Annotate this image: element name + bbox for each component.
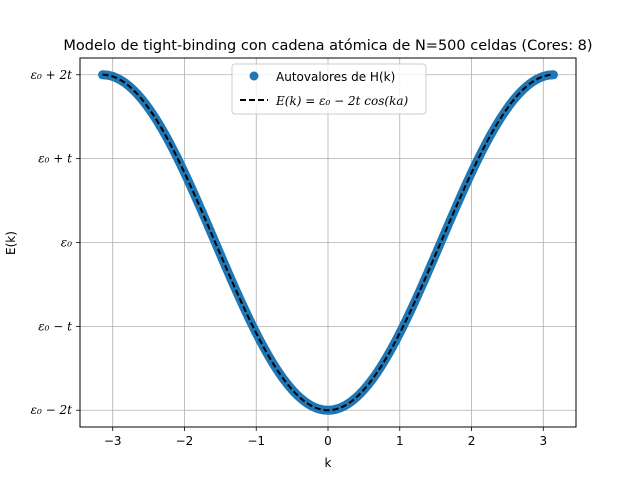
plot-series (98, 70, 558, 415)
legend-label-eigenvalues: Autovalores de H(k) (276, 70, 395, 84)
y-tick-label: ε₀ + 2t (31, 68, 73, 82)
data-point (548, 70, 558, 80)
x-tick-label: 0 (324, 434, 332, 448)
x-tick-label: −3 (104, 434, 122, 448)
y-axis-ticks: ε₀ − 2t ε₀ − t ε₀ ε₀ + t ε₀ + 2t (31, 68, 80, 417)
legend-box (231, 63, 427, 115)
x-axis-label: k (325, 456, 332, 470)
x-tick-label: 1 (396, 434, 404, 448)
y-tick-label: ε₀ (61, 236, 72, 250)
y-axis-label: E(k) (4, 231, 18, 255)
y-tick-label: ε₀ + t (38, 152, 72, 166)
y-tick-label: ε₀ − 2t (31, 403, 73, 417)
x-axis-ticks: −3 −2 −1 0 1 2 3 (104, 427, 547, 448)
x-tick-label: 2 (468, 434, 476, 448)
dispersion-line (102, 73, 554, 412)
y-tick-label: ε₀ − t (38, 319, 72, 333)
grid (80, 58, 576, 427)
x-tick-label: −2 (176, 434, 194, 448)
x-tick-label: 3 (539, 434, 547, 448)
legend-label-dispersion: E(k) = ε₀ − 2t cos(ka) (275, 94, 408, 108)
chart-title: Modelo de tight-binding con cadena atómi… (63, 38, 592, 54)
legend: Autovalores de H(k) E(k) = ε₀ − 2t cos(k… (231, 63, 427, 115)
legend-marker-eigenvalues (249, 71, 259, 81)
x-tick-label: −1 (247, 434, 265, 448)
